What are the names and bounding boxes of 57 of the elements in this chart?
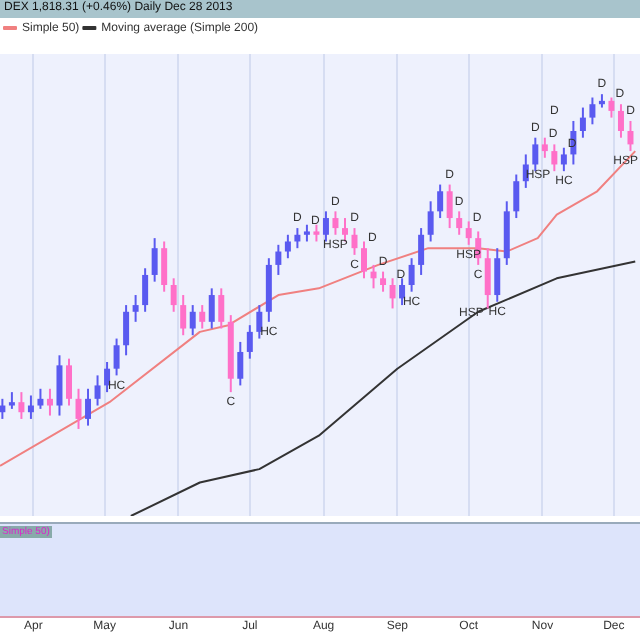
candlestick [246,324,253,360]
candlestick [627,119,634,153]
candlestick [465,220,472,246]
candlestick [18,391,25,420]
candlestick [351,227,358,256]
candlestick [265,257,272,323]
candlestick [189,304,196,337]
candlestick [541,136,548,159]
candlestick [617,103,624,139]
candlestick [322,210,329,243]
candlestick [151,237,158,283]
candlestick [275,243,282,276]
candlestick [237,340,244,387]
candlestick [170,277,177,313]
candlestick [56,354,63,417]
candlestick [75,387,82,430]
candlestick [427,200,434,243]
candlestick [142,267,149,313]
candlestick [513,173,520,220]
candlestick [180,294,187,337]
candlestick [551,143,558,173]
candlestick [560,146,567,173]
candlestick [399,277,406,307]
candlestick [46,387,53,417]
candlestick [437,183,444,220]
candlestick [579,106,586,139]
candlestick [370,263,377,290]
candlestick [380,270,387,293]
candlestick [361,240,368,280]
candlestick [532,136,539,173]
candlestick [456,210,463,236]
candlestick [494,247,501,303]
candlestick [37,387,44,410]
candlestick [218,287,225,330]
candlestick [256,304,263,340]
candlestick [418,227,425,276]
candlestick [161,240,168,293]
candlestick [389,277,396,310]
candlestick [408,257,415,293]
candlestick [208,287,215,330]
candlestick [294,227,301,250]
candlestick [608,96,615,119]
candlestick [332,210,339,236]
candlestick [27,394,34,420]
candlestick [484,247,491,310]
candlestick [446,183,453,230]
candlestick [66,357,72,407]
candlestick [113,337,120,377]
candlestick [341,217,348,243]
candlestick [199,304,206,330]
candlestick [503,200,510,266]
candlestick [85,387,92,427]
candlestick [132,294,139,323]
candlestick [284,233,291,260]
candlestick [589,96,596,126]
candlestick [94,374,101,407]
candlestick [123,304,130,357]
